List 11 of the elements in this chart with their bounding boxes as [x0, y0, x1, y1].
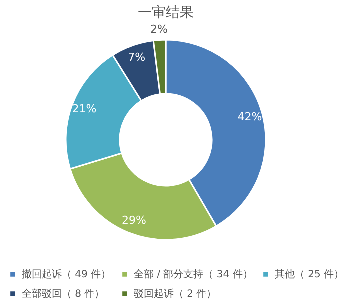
data-label: 42%: [238, 110, 262, 124]
legend-label: 驳回起诉（ 2 件）: [134, 288, 217, 300]
data-label: 2%: [150, 23, 168, 36]
chart-title: 一审结果: [138, 5, 194, 22]
legend-label: 全部 / 部分支持（ 34 件）: [134, 268, 253, 280]
legend-label: 其他（ 25 件）: [275, 268, 344, 280]
data-label: 7%: [128, 51, 146, 64]
data-label: 29%: [122, 214, 146, 228]
legend-label: 撤回起诉（ 49 件）: [22, 268, 112, 280]
data-label: 21%: [72, 102, 97, 116]
legend-label: 全部驳回（ 8 件）: [22, 288, 105, 300]
